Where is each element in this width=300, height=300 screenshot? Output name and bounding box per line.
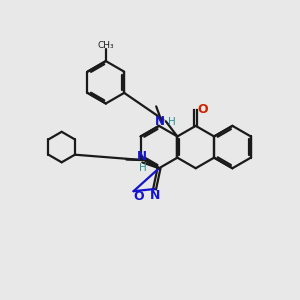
Text: O: O bbox=[197, 103, 208, 116]
Text: N: N bbox=[137, 150, 147, 163]
Text: N: N bbox=[149, 189, 160, 202]
Text: H: H bbox=[139, 163, 147, 173]
Text: CH₃: CH₃ bbox=[98, 41, 114, 50]
Text: H: H bbox=[168, 117, 176, 127]
Text: O: O bbox=[134, 190, 144, 203]
Text: N: N bbox=[155, 115, 165, 128]
